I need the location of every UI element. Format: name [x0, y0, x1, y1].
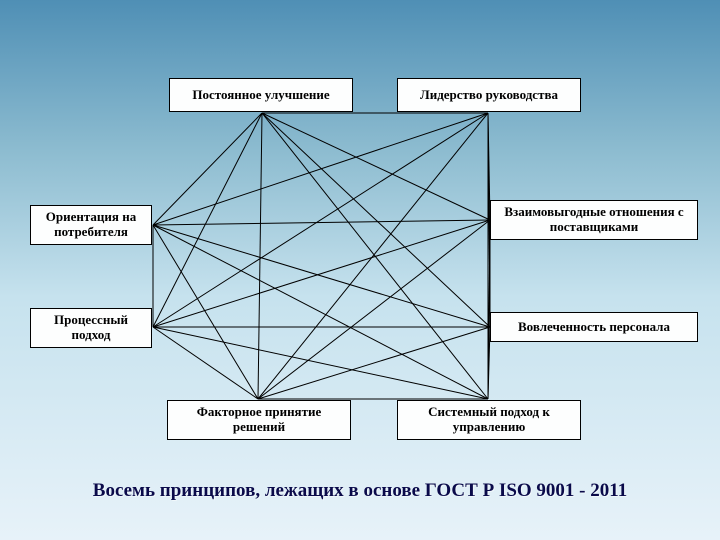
- network-edge: [153, 327, 488, 399]
- network-edge: [153, 113, 262, 225]
- network-node: Взаимовыгодные отношения с поставщиками: [490, 200, 698, 240]
- network-edge: [262, 113, 490, 327]
- network-node: Факторное принятие решений: [167, 400, 351, 440]
- network-node-label: Постоянное улучшение: [192, 88, 329, 103]
- network-node: Ориентация на потребителя: [30, 205, 152, 245]
- network-edge: [258, 113, 262, 399]
- network-node: Постоянное улучшение: [169, 78, 353, 112]
- network-edge: [153, 225, 488, 399]
- network-node-label: Вовлеченность персонала: [518, 320, 670, 335]
- network-edge: [153, 225, 258, 399]
- network-node-label: Процессный подход: [35, 313, 147, 343]
- diagram-canvas: Постоянное улучшение Лидерство руководств…: [0, 0, 720, 540]
- network-node-label: Взаимовыгодные отношения с поставщиками: [495, 205, 693, 235]
- network-node: Лидерство руководства: [397, 78, 581, 112]
- network-node: Процессный подход: [30, 308, 152, 348]
- network-edge: [262, 113, 490, 220]
- network-edge: [258, 327, 490, 399]
- network-edge: [258, 220, 490, 399]
- network-edge: [153, 113, 488, 225]
- network-node-label: Ориентация на потребителя: [35, 210, 147, 240]
- network-edge: [153, 220, 490, 327]
- network-edge: [153, 113, 488, 327]
- network-node-label: Системный подход к управлению: [402, 405, 576, 435]
- network-node: Системный подход к управлению: [397, 400, 581, 440]
- network-edge: [153, 220, 490, 225]
- network-edges: [0, 0, 720, 540]
- diagram-caption: Восемь принципов, лежащих в основе ГОСТ …: [0, 480, 720, 502]
- network-node-label: Лидерство руководства: [420, 88, 558, 103]
- network-edge: [153, 225, 490, 327]
- network-node-label: Факторное принятие решений: [172, 405, 346, 435]
- network-node: Вовлеченность персонала: [490, 312, 698, 342]
